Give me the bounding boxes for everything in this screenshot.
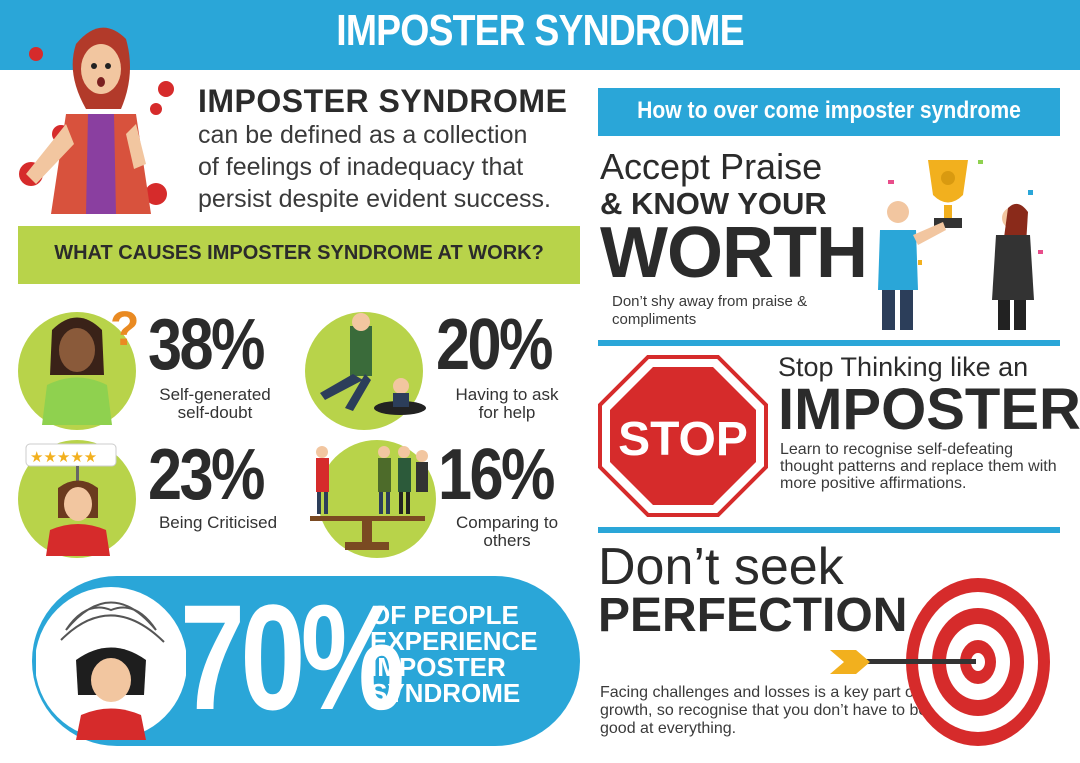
worth-heading: WORTH bbox=[600, 213, 868, 293]
section-divider bbox=[598, 340, 1060, 346]
cause-caption-line: Having to ask bbox=[455, 385, 559, 404]
perfection-heading: PERFECTION bbox=[598, 589, 908, 642]
comparison-scale-icon bbox=[310, 446, 428, 550]
stop-sign-label: STOP bbox=[618, 413, 748, 466]
cause-caption-line: Being Criticised bbox=[158, 513, 278, 532]
how-to-banner bbox=[598, 88, 1060, 136]
cause-caption-line: others bbox=[483, 531, 531, 550]
confused-woman-icon: ? bbox=[42, 303, 137, 425]
cause-caption-line: self-doubt bbox=[177, 403, 253, 422]
perfection-description: Facing challenges and losses is a key pa… bbox=[600, 684, 928, 737]
svg-text:?: ? bbox=[110, 303, 137, 356]
header-banner bbox=[0, 0, 1080, 70]
stat-70-text-line: SYNDROME bbox=[370, 678, 521, 708]
cause-percent: 23% bbox=[148, 435, 265, 515]
imposter-heading: IMPOSTER bbox=[778, 377, 1080, 442]
stat-70-text-line: EXPERIENCE bbox=[370, 626, 538, 656]
cause-caption: Having to ask for help bbox=[432, 386, 582, 422]
causes-banner bbox=[18, 226, 580, 284]
cause-caption-line: for help bbox=[478, 403, 536, 422]
cause-percent: 20% bbox=[436, 305, 553, 385]
cause-illustration-circle bbox=[318, 440, 436, 558]
causes-heading: WHAT CAUSES IMPOSTER SYNDROME AT WORK? bbox=[54, 242, 544, 264]
cause-caption: Being Criticised bbox=[146, 514, 290, 532]
accept-praise-description: Don’t shy away from praise & compliments bbox=[612, 293, 808, 328]
know-your-heading: & KNOW YOUR bbox=[600, 186, 827, 221]
cause-percent: 38% bbox=[148, 305, 265, 385]
svg-text:★★★★★: ★★★★★ bbox=[30, 448, 97, 466]
cause-caption-line: Comparing to bbox=[455, 513, 559, 532]
stop-thinking-description: Learn to recognise self-defeating though… bbox=[780, 441, 1057, 492]
stop-thinking-heading: Stop Thinking like an bbox=[778, 352, 1029, 382]
how-to-heading: How to over come imposter syndrome bbox=[637, 97, 1021, 124]
stressed-woman-icon bbox=[36, 587, 186, 740]
cause-caption-line: Self-generated bbox=[159, 385, 271, 404]
woman-hit-by-tomatoes-illustration bbox=[19, 27, 174, 214]
stat-70-text-line: IMPOSTER bbox=[370, 652, 506, 682]
section-divider bbox=[598, 527, 1060, 533]
stat-70-percent: 70% bbox=[180, 573, 405, 741]
dont-seek-heading: Don’t seek bbox=[598, 538, 844, 596]
intro-heading: IMPOSTER SYNDROME bbox=[198, 83, 568, 119]
target-arrow-icon bbox=[830, 578, 1050, 746]
cause-caption: Self-generated self-doubt bbox=[140, 386, 290, 422]
trophy-award-illustration bbox=[878, 160, 1043, 330]
page-title: IMPOSTER SYNDROME bbox=[336, 6, 744, 55]
intro-definition-line: can be defined as a collection bbox=[198, 121, 528, 149]
help-from-hole-icon bbox=[320, 313, 426, 415]
intro-definition-line: of feelings of inadequacy that bbox=[198, 153, 524, 181]
intro-definition-line: persist despite evident success. bbox=[198, 185, 551, 213]
accept-praise-heading: Accept Praise bbox=[600, 146, 823, 187]
stat-70-text-line: OF PEOPLE bbox=[370, 600, 519, 630]
stop-sign-icon: STOP bbox=[598, 355, 768, 517]
cause-percent: 16% bbox=[438, 435, 555, 515]
rated-woman-icon: ★★★★★ bbox=[25, 443, 117, 556]
cause-caption: Comparing to others bbox=[432, 514, 582, 550]
